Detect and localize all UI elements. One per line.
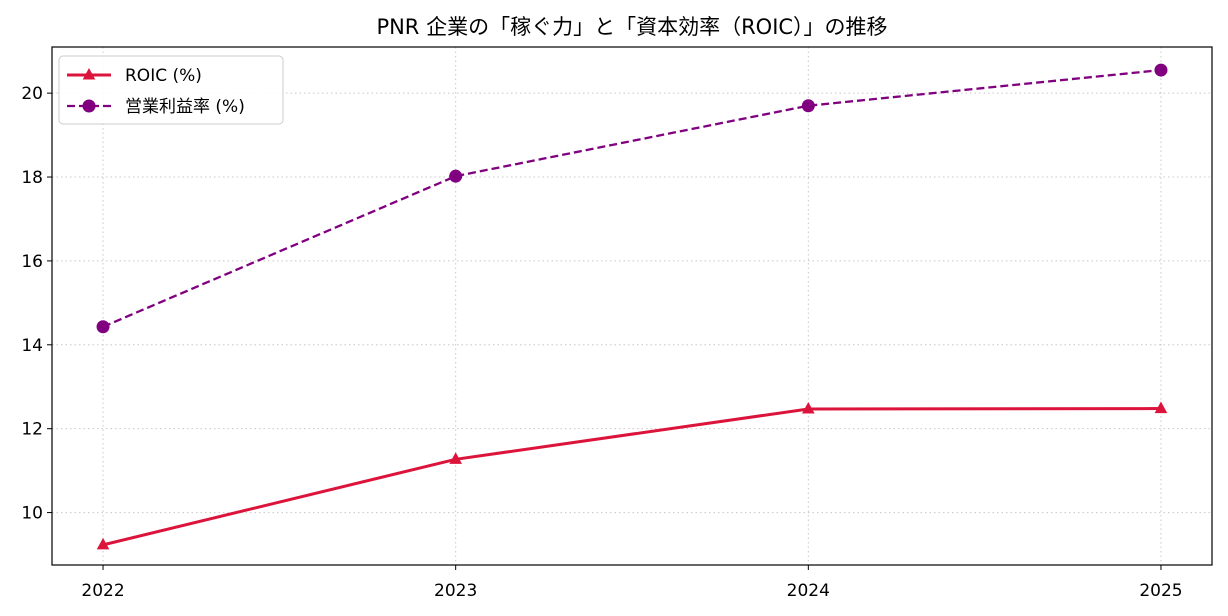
y-tick-label: 10 xyxy=(21,504,43,524)
legend-label: ROIC (%) xyxy=(125,66,202,86)
chart-title: PNR 企業の「稼ぐ力」と「資本効率（ROIC）」の推移 xyxy=(376,15,887,39)
data-point xyxy=(449,452,462,464)
grid-lines xyxy=(52,47,1212,565)
legend-label: 営業利益率 (%) xyxy=(125,97,245,117)
data-point xyxy=(96,320,110,334)
y-tick-label: 20 xyxy=(21,84,43,104)
x-tick-label: 2025 xyxy=(1139,581,1182,601)
x-tick-label: 2024 xyxy=(787,581,830,601)
data-point xyxy=(1154,401,1168,414)
series-1 xyxy=(96,401,1168,550)
series-line xyxy=(102,407,1161,547)
x-tick-label: 2023 xyxy=(434,581,477,601)
series-2 xyxy=(96,63,1168,334)
data-point xyxy=(1154,63,1168,77)
legend: ROIC (%) 営業利益率 (%) xyxy=(58,55,284,125)
data-point xyxy=(802,401,815,414)
legend-entry: 営業利益率 (%) xyxy=(67,97,245,117)
y-tick-label: 18 xyxy=(21,168,43,188)
y-tick-label: 12 xyxy=(21,420,43,440)
plot-frame xyxy=(51,46,1213,566)
y-tick-label: 16 xyxy=(21,252,43,272)
y-tick-label: 14 xyxy=(21,336,43,356)
legend-entry: ROIC (%) xyxy=(67,66,202,86)
data-point xyxy=(801,99,815,113)
legend-marker xyxy=(82,99,96,113)
data-point xyxy=(96,537,110,550)
axes: 2022 2023 2024 2025 10 12 14 16 18 20 xyxy=(21,84,1182,601)
legend-box xyxy=(58,55,284,125)
x-tick-label: 2022 xyxy=(81,581,124,601)
legend-marker xyxy=(82,68,96,80)
data-point xyxy=(449,169,463,183)
series-layer xyxy=(96,63,1168,550)
